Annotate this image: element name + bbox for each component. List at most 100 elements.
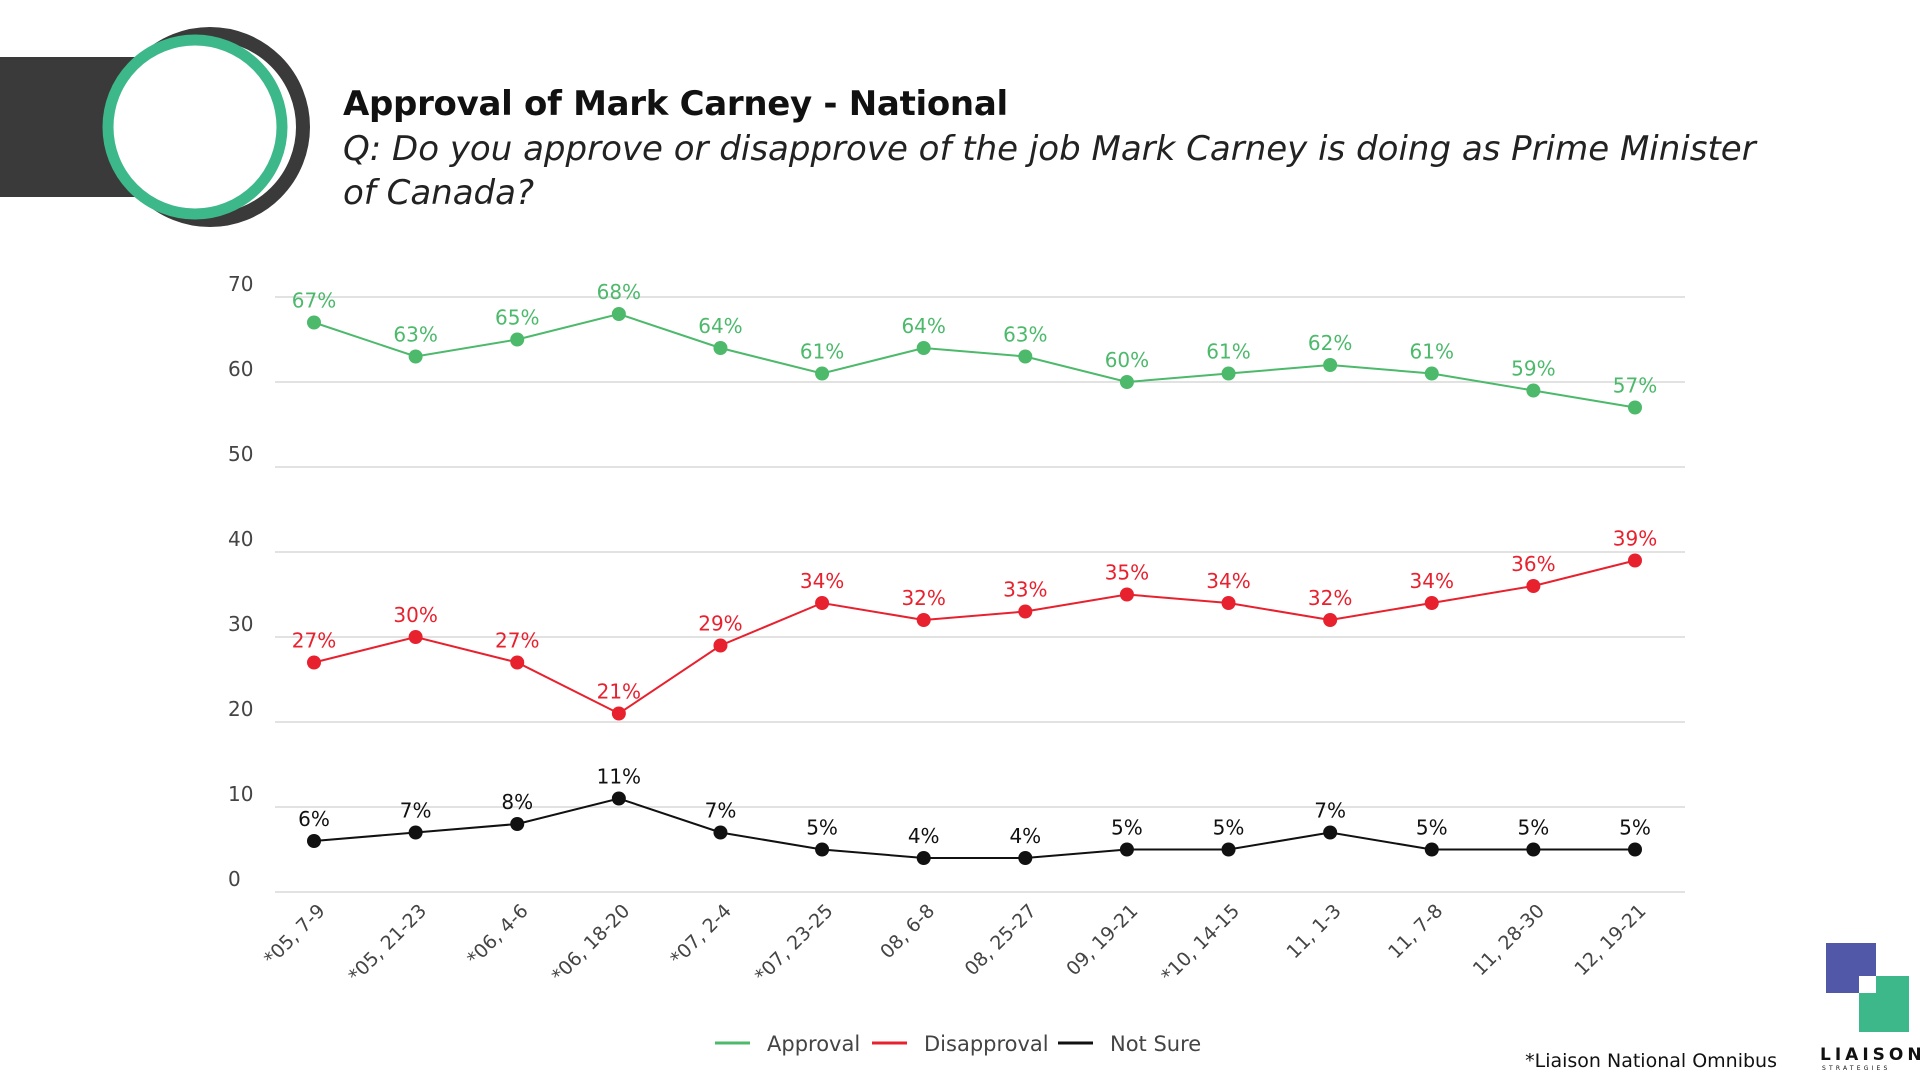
data-point [1323,358,1338,372]
data-point [916,341,931,355]
y-tick-label: 0 [228,867,241,891]
x-tick-label: 08, 6-8 [876,900,939,963]
data-point [611,307,626,321]
data-point [815,366,830,381]
logo-sub: STRATEGIES [1822,1065,1891,1072]
data-point [408,630,423,644]
footnote: *Liaison National Omnibus [1525,1050,1777,1072]
data-label: 27% [292,629,336,653]
data-label: 32% [901,586,945,610]
data-point [713,638,728,653]
data-point [1119,587,1134,602]
data-point [1424,596,1439,610]
data-label: 5% [1111,816,1143,840]
x-tick-label: *05, 7-9 [260,900,330,970]
series-line [313,559,1636,715]
legend-label: Disapproval [924,1032,1049,1056]
data-label: 63% [1003,323,1047,347]
data-label: 61% [1206,340,1250,364]
legend: Approval Disapproval Not Sure [715,1032,1201,1056]
data-point [1018,851,1033,865]
series-line [313,312,1636,409]
data-point [916,613,931,627]
liaison-logo: LIAISON STRATEGIES [1820,943,1920,1072]
data-label: 61% [1410,340,1454,364]
data-label: 57% [1613,374,1657,398]
data-label: 29% [698,612,742,636]
data-label: 39% [1613,527,1657,551]
data-label: 60% [1105,348,1149,372]
data-label: 63% [393,323,437,347]
series-line [313,797,1635,859]
data-point [1424,366,1439,381]
data-label: 61% [800,340,844,364]
data-point [1221,596,1236,610]
y-tick-label: 40 [228,527,253,551]
page-subtitle: Q: Do you approve or disapprove of the j… [343,129,1756,213]
y-tick-label: 10 [228,782,253,806]
data-point [307,834,321,848]
x-tick-label: *05, 21-23 [344,900,431,987]
data-label: 33% [1003,578,1047,602]
data-label: 11% [597,765,641,789]
data-label: 32% [1308,586,1352,610]
y-tick-label: 50 [228,442,253,466]
data-label: 34% [1410,569,1454,593]
data-label: 7% [1314,799,1346,823]
data-point [815,842,830,857]
data-point [611,706,626,721]
data-point [916,851,931,865]
x-tick-label: 09, 19-21 [1062,900,1142,980]
data-point [1119,375,1134,389]
data-label: 7% [705,799,737,823]
data-label: 68% [597,280,641,304]
data-label: 35% [1105,561,1149,585]
x-tick-label: 12, 19-21 [1570,900,1650,980]
page-title: Approval of Mark Carney - National [343,84,1008,124]
logo-notch [1859,976,1876,993]
y-tick-label: 60 [228,357,253,381]
data-label: 34% [1206,569,1250,593]
legend-label: Approval [767,1032,860,1056]
data-point [1221,842,1236,857]
data-point [510,817,525,831]
x-tick-label: 08, 25-27 [961,900,1041,980]
data-label: 5% [1213,816,1245,840]
y-tick-label: 20 [228,697,253,721]
data-point [408,825,423,840]
data-point [307,655,321,670]
data-point [1323,613,1338,627]
data-point [307,315,321,330]
data-label: 5% [806,816,838,840]
grid [275,296,1685,893]
data-label: 64% [698,314,742,338]
data-label: 5% [1518,816,1550,840]
x-axis: *05, 7-9 *05, 21-23 *06, 4-6 *06, 18-20 *07,… [260,900,1651,987]
data-point [1526,579,1541,593]
legend-item-disapproval: Disapproval [872,1032,1049,1056]
data-label: 34% [800,569,844,593]
x-tick-label: 11, 7-8 [1384,900,1447,963]
data-label: 5% [1416,816,1448,840]
data-point [1526,842,1541,857]
y-tick-label: 70 [228,272,253,296]
data-label: 59% [1511,357,1555,381]
data-point [1424,842,1439,857]
y-tick-label: 30 [228,612,253,636]
data-point [1119,842,1134,857]
data-point [611,791,626,806]
data-point [1221,366,1236,381]
data-label: 65% [495,306,539,330]
emblem-icon [102,27,310,227]
data-point [713,341,728,355]
data-label: 4% [1009,824,1041,848]
data-label: 8% [501,790,533,814]
data-point [1323,825,1338,840]
data-point [510,332,525,347]
data-point [1018,604,1033,619]
x-tick-label: *06, 18-20 [547,900,634,987]
x-tick-label: *10, 14-15 [1157,900,1244,987]
x-tick-label: 11, 1-3 [1283,900,1346,963]
